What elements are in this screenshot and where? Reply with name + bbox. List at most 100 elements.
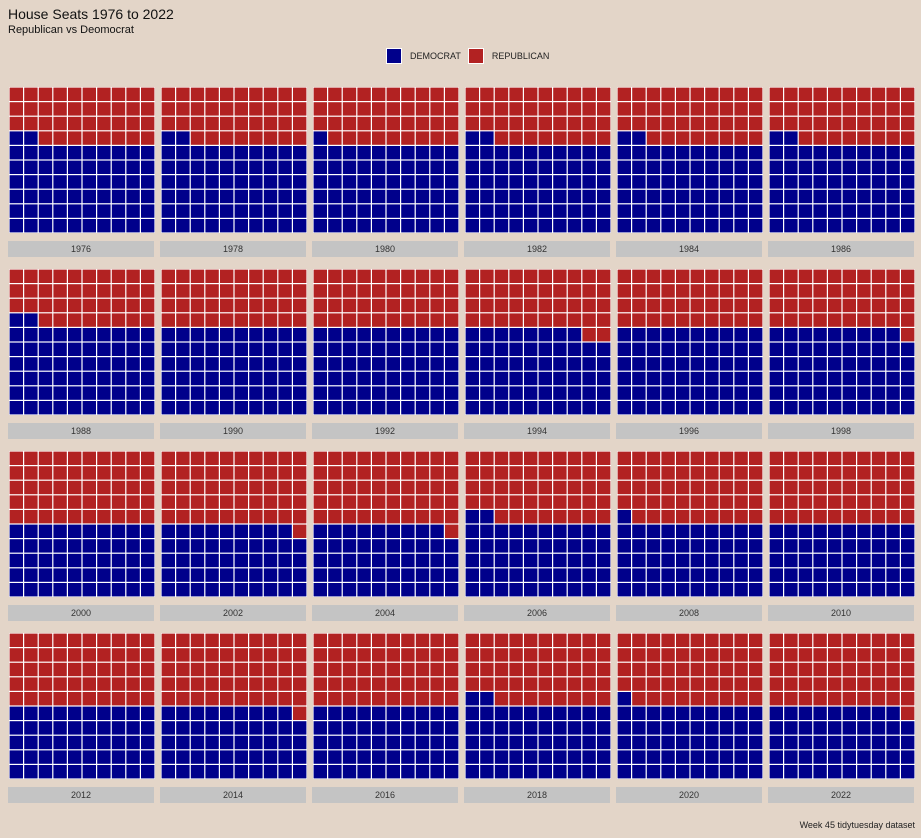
democrat-cell	[646, 539, 661, 553]
democrat-cell	[749, 357, 763, 371]
republican-cell	[205, 451, 219, 465]
republican-cell	[509, 480, 523, 495]
democrat-cell	[813, 553, 827, 568]
democrat-cell	[176, 735, 190, 750]
republican-cell	[161, 480, 175, 495]
republican-cell	[263, 677, 278, 691]
republican-cell	[871, 131, 886, 145]
republican-cell	[111, 451, 126, 465]
republican-cell	[386, 451, 400, 465]
republican-cell	[190, 269, 205, 283]
democrat-cell	[597, 721, 611, 735]
republican-cell	[646, 648, 661, 662]
democrat-cell	[111, 357, 126, 371]
democrat-cell	[205, 371, 219, 386]
democrat-cell	[509, 357, 523, 371]
republican-cell	[901, 451, 915, 465]
republican-cell	[328, 116, 342, 131]
democrat-cell	[567, 357, 582, 371]
democrat-cell	[220, 160, 234, 174]
democrat-cell	[465, 328, 479, 342]
democrat-cell	[828, 539, 842, 553]
democrat-cell	[494, 328, 509, 342]
democrat-cell	[828, 219, 842, 233]
democrat-cell	[719, 750, 734, 764]
democrat-cell	[293, 371, 307, 386]
democrat-cell	[9, 721, 23, 735]
democrat-cell	[582, 189, 596, 204]
republican-cell	[734, 116, 748, 131]
democrat-cell	[97, 553, 111, 568]
democrat-cell	[617, 524, 631, 538]
democrat-cell	[734, 342, 748, 356]
republican-cell	[293, 298, 307, 313]
panel-2022	[769, 633, 915, 779]
democrat-cell	[597, 357, 611, 371]
republican-cell	[582, 269, 596, 283]
republican-cell	[494, 510, 509, 524]
democrat-cell	[567, 219, 582, 233]
democrat-cell	[401, 583, 415, 597]
democrat-cell	[661, 189, 675, 204]
republican-cell	[386, 298, 400, 313]
republican-cell	[646, 692, 661, 706]
republican-cell	[769, 102, 783, 116]
republican-cell	[465, 102, 479, 116]
republican-cell	[234, 284, 248, 298]
republican-cell	[553, 131, 567, 145]
democrat-cell	[313, 146, 327, 160]
democrat-cell	[857, 568, 871, 582]
republican-cell	[111, 692, 126, 706]
republican-cell	[582, 313, 596, 327]
democrat-cell	[676, 524, 690, 538]
democrat-cell	[342, 189, 357, 204]
democrat-cell	[617, 386, 631, 400]
democrat-cell	[828, 735, 842, 750]
republican-cell	[509, 692, 523, 706]
democrat-cell	[24, 524, 38, 538]
democrat-cell	[445, 175, 459, 189]
republican-cell	[553, 116, 567, 131]
republican-cell	[646, 662, 661, 677]
republican-cell	[597, 510, 611, 524]
republican-cell	[126, 131, 140, 145]
republican-cell	[176, 102, 190, 116]
republican-cell	[494, 116, 509, 131]
republican-cell	[734, 495, 748, 509]
republican-cell	[886, 677, 900, 691]
democrat-cell	[342, 401, 357, 415]
democrat-cell	[690, 706, 704, 720]
republican-cell	[249, 313, 263, 327]
democrat-cell	[465, 524, 479, 538]
republican-cell	[126, 116, 140, 131]
democrat-cell	[828, 357, 842, 371]
republican-cell	[538, 269, 552, 283]
republican-cell	[53, 510, 67, 524]
republican-cell	[597, 313, 611, 327]
republican-cell	[553, 495, 567, 509]
republican-cell	[53, 451, 67, 465]
democrat-cell	[813, 160, 827, 174]
democrat-cell	[161, 386, 175, 400]
democrat-cell	[617, 371, 631, 386]
democrat-cell	[38, 706, 53, 720]
republican-cell	[524, 648, 538, 662]
republican-cell	[278, 284, 292, 298]
republican-cell	[53, 677, 67, 691]
democrat-cell	[234, 371, 248, 386]
democrat-cell	[430, 160, 444, 174]
democrat-cell	[342, 371, 357, 386]
republican-cell	[293, 692, 307, 706]
republican-cell	[97, 648, 111, 662]
democrat-cell	[293, 386, 307, 400]
democrat-cell	[857, 219, 871, 233]
democrat-cell	[53, 386, 67, 400]
democrat-cell	[249, 342, 263, 356]
republican-cell	[24, 102, 38, 116]
panel-2018	[465, 633, 611, 779]
democrat-cell	[567, 146, 582, 160]
democrat-cell	[901, 735, 915, 750]
republican-cell	[126, 495, 140, 509]
democrat-cell	[176, 401, 190, 415]
democrat-cell	[220, 706, 234, 720]
